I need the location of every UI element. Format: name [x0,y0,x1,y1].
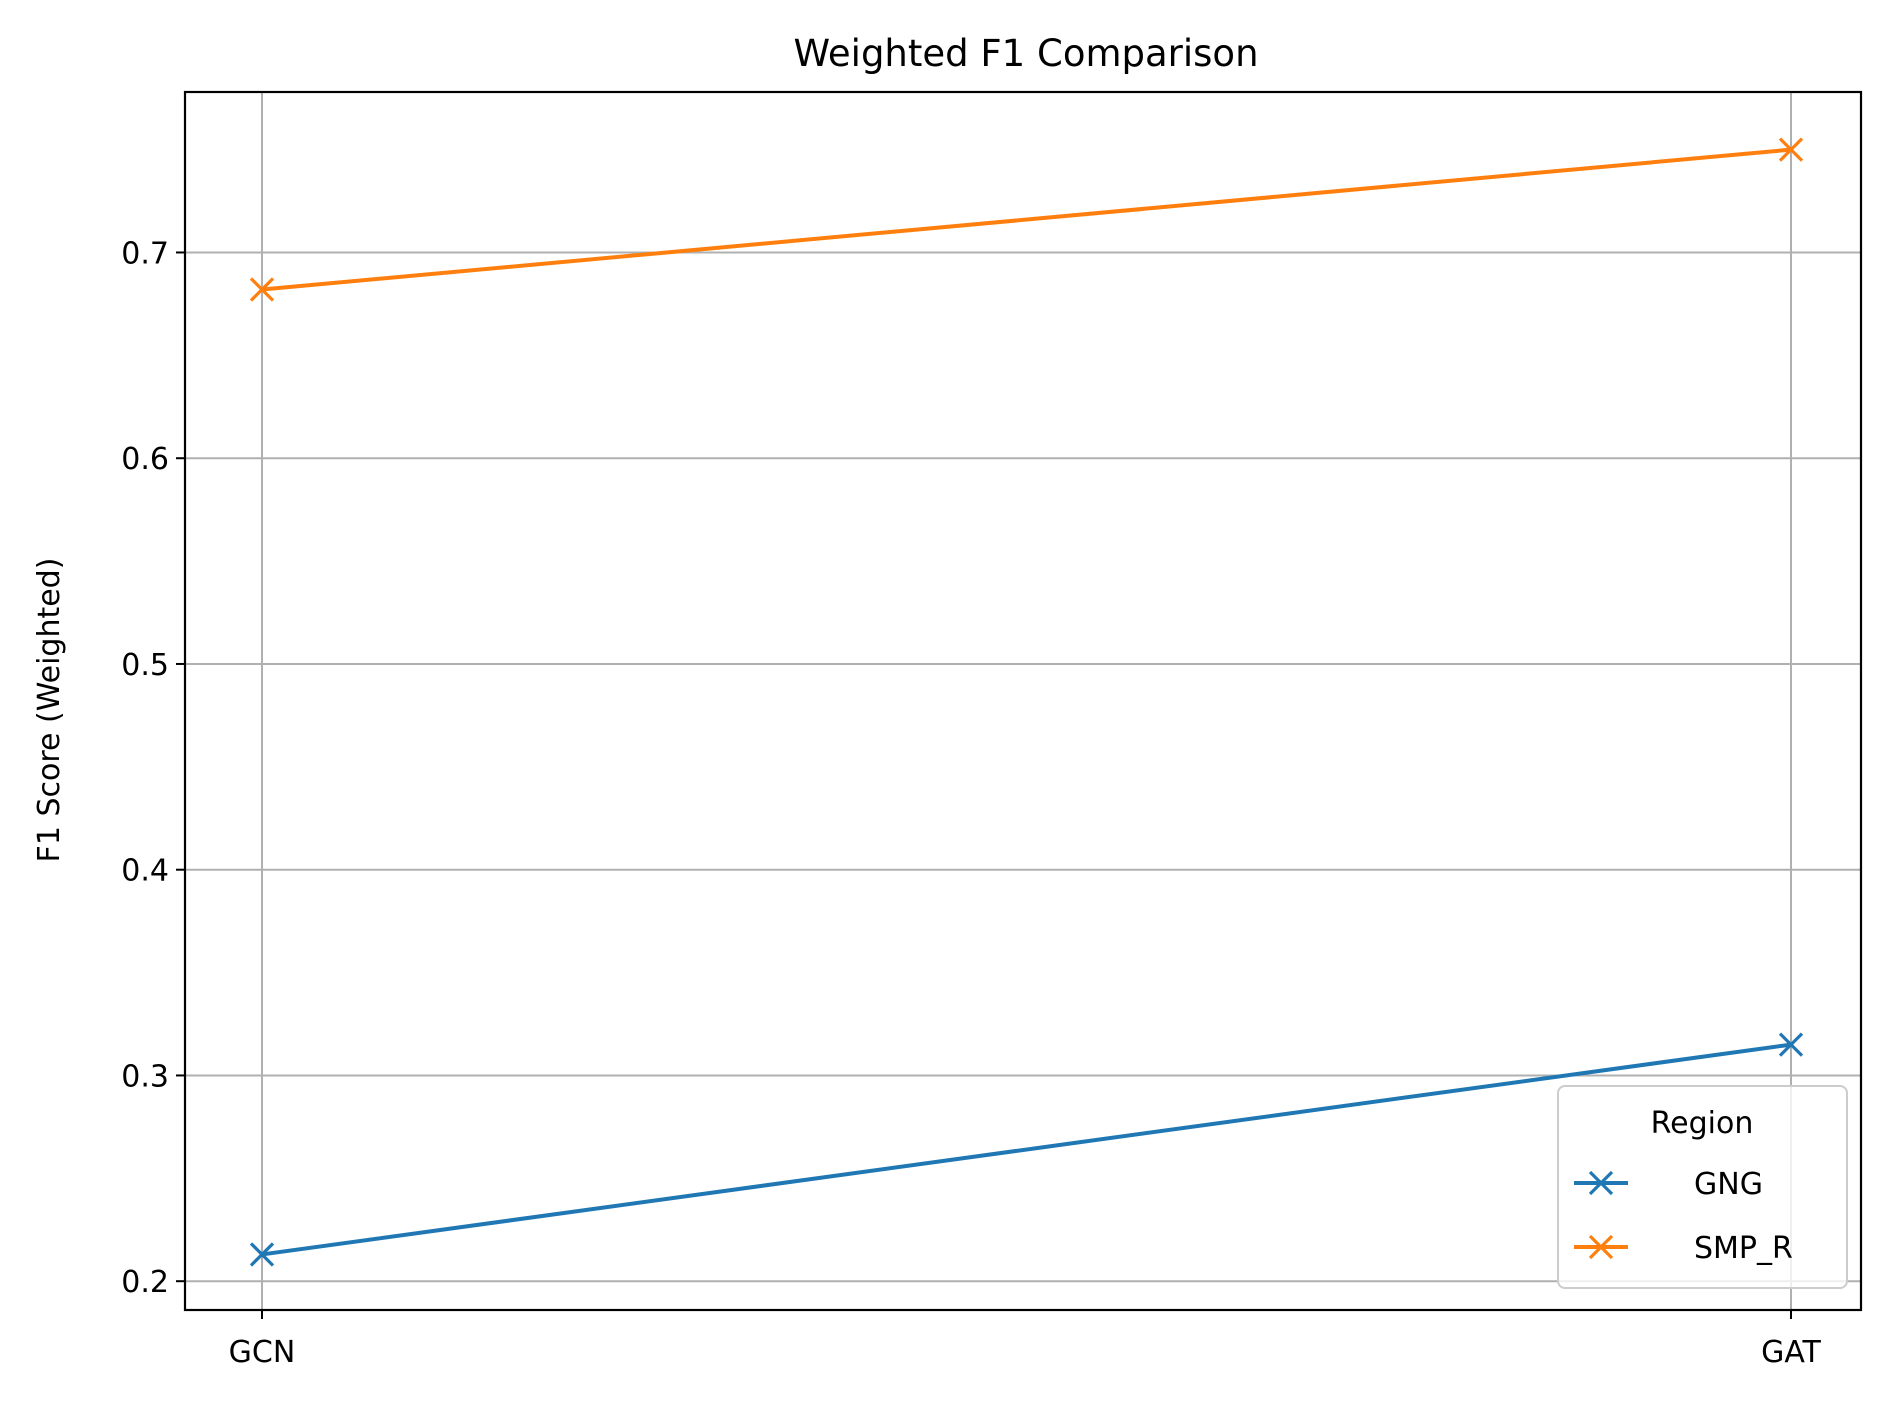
legend-title: Region [1651,1106,1754,1141]
y-tick-label: 0.5 [121,648,169,683]
marker-stroke [1778,1032,1804,1057]
x-tick-label: GAT [1761,1335,1821,1370]
data-point [249,277,275,302]
legend-item: GNG [1574,1167,1763,1202]
plot-frame [183,90,1863,1312]
data-point [1778,137,1804,162]
chart-title: Weighted F1 Comparison [793,32,1258,75]
data-point [249,1242,275,1267]
legend-marker [1588,1170,1614,1196]
series-line-smp-r [261,147,1792,292]
y-tick-label: 0.7 [121,236,169,271]
legend-box [1557,1085,1848,1289]
y-tick-label: 0.6 [121,442,169,477]
y-tick-label: 0.4 [121,854,169,889]
legend-item: SMP_R [1574,1231,1793,1266]
axis-ticks: 0.2 0.3 0.4 0.5 0.6 0.7 GCN GAT [121,236,1821,1370]
grid-lines [185,92,1861,1310]
marker-stroke [249,277,275,302]
y-axis-label: F1 Score (Weighted) [32,558,67,863]
legend-label: SMP_R [1694,1231,1793,1266]
legend-items: GNG SMP_R [1574,1167,1793,1266]
axes [183,90,1863,1312]
data-point [1778,1032,1804,1057]
legend-label: GNG [1694,1167,1763,1202]
x-tick-label: GCN [229,1335,296,1370]
data-series [249,137,1804,1267]
legend-marker [1588,1234,1614,1260]
series-line-gng [261,1042,1792,1257]
y-tick-label: 0.2 [121,1265,169,1300]
marker-stroke [249,1242,275,1267]
marker-stroke [1778,137,1804,162]
legend: Region GNG SMP_R [1557,1085,1848,1289]
y-tick-label: 0.3 [121,1059,169,1094]
